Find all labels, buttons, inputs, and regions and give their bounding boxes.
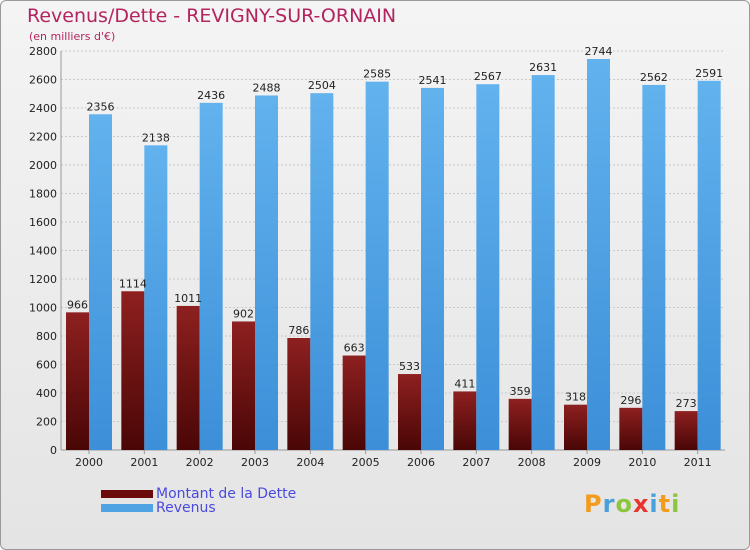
bar-revenus	[642, 84, 666, 450]
logo-letter: t	[658, 490, 672, 518]
y-tick-label: 400	[36, 387, 57, 400]
bar-revenus	[365, 81, 389, 450]
x-tick-label: 2000	[75, 456, 103, 469]
value-label-revenus: 2744	[585, 45, 613, 58]
y-tick-label: 1000	[29, 302, 57, 315]
chart-title: Revenus/Dette - REVIGNY-SUR-ORNAIN	[27, 5, 397, 27]
proxiti-logo: Proxiti	[584, 490, 680, 518]
bar-debt	[176, 305, 200, 450]
logo-letter: i	[649, 490, 659, 518]
x-tick-label: 2006	[407, 456, 435, 469]
logo-letter: r	[602, 490, 616, 518]
bar-debt	[619, 407, 643, 450]
value-labels: 966 2356 1114 2138 1011 2436 902 2488 786 2504 663…	[67, 45, 723, 410]
x-tick-label: 2011	[684, 456, 712, 469]
x-tick-label: 2008	[518, 456, 546, 469]
bar-debt	[564, 404, 587, 450]
y-tick-label: 1200	[29, 273, 57, 286]
bar-revenus	[476, 84, 500, 450]
y-tick-label: 2800	[29, 45, 57, 58]
value-label-revenus: 2567	[474, 70, 502, 83]
bar-revenus	[199, 102, 223, 451]
bar-revenus	[531, 75, 555, 451]
value-label-debt: 966	[67, 298, 88, 311]
bar-revenus	[255, 95, 278, 451]
value-label-debt: 533	[399, 360, 420, 373]
x-tick-label: 2007	[462, 456, 490, 469]
bar-revenus	[144, 145, 168, 450]
x-tick-label: 2002	[186, 456, 214, 469]
value-label-revenus: 2504	[308, 79, 336, 92]
bar-debt	[398, 374, 421, 450]
x-tick-label: 2004	[296, 456, 324, 469]
bar-revenus	[697, 80, 721, 450]
value-label-revenus: 2356	[87, 100, 115, 113]
legend-label-debt: Montant de la Dette	[156, 486, 297, 502]
value-label-debt: 1011	[174, 292, 202, 305]
x-tick-label: 2009	[573, 456, 601, 469]
value-label-debt: 273	[676, 397, 697, 410]
bar-revenus	[421, 87, 444, 450]
chart-subtitle: (en milliers d'€)	[29, 30, 116, 43]
y-tick-label: 2600	[29, 74, 57, 87]
bar-debt	[453, 391, 477, 450]
bar-revenus	[89, 114, 112, 451]
value-label-debt: 318	[565, 391, 586, 404]
value-label-debt: 902	[233, 307, 254, 320]
y-tick-label: 1400	[29, 245, 57, 258]
y-tick-label: 1800	[29, 188, 57, 201]
value-label-revenus: 2585	[363, 68, 391, 81]
value-label-debt: 296	[620, 394, 641, 407]
value-label-debt: 663	[344, 342, 365, 355]
value-label-revenus: 2488	[253, 81, 281, 94]
bar-debt	[674, 411, 698, 450]
y-tick-label: 800	[36, 330, 57, 343]
value-label-debt: 359	[510, 385, 531, 398]
bars	[66, 58, 721, 451]
value-label-debt: 1114	[119, 277, 147, 290]
bar-debt	[287, 337, 311, 450]
bar-revenus	[587, 58, 610, 450]
x-tick-label: 2005	[352, 456, 380, 469]
logo-letter: o	[615, 490, 633, 518]
value-label-debt: 786	[288, 324, 309, 337]
bar-debt	[66, 312, 89, 450]
bar-debt	[232, 321, 255, 450]
gridlines	[60, 50, 725, 451]
bar-debt	[508, 398, 532, 450]
x-tick-label: 2003	[241, 456, 269, 469]
value-label-revenus: 2436	[197, 89, 225, 102]
bar-revenus	[310, 93, 334, 451]
value-label-debt: 411	[454, 377, 475, 390]
value-label-revenus: 2591	[695, 67, 723, 80]
logo-letter: i	[671, 490, 681, 518]
y-tick-label: 200	[36, 416, 57, 429]
bar-debt	[121, 291, 145, 450]
y-tick-label: 0	[50, 444, 57, 457]
value-label-revenus: 2541	[419, 74, 447, 87]
logo-letter: x	[632, 490, 650, 518]
legend-swatch-revenus	[101, 504, 153, 512]
x-tick-label: 2001	[130, 456, 158, 469]
bar-debt	[342, 355, 366, 450]
legend-swatch-debt	[101, 490, 153, 498]
value-label-revenus: 2631	[529, 61, 557, 74]
legend-label-revenus: Revenus	[156, 500, 216, 516]
y-tick-label: 600	[36, 359, 57, 372]
value-label-revenus: 2562	[640, 71, 668, 84]
x-axis-ticks: 2000 2001 2002 2003 2004 2005 2006 2007 2008 2009…	[75, 450, 712, 469]
y-tick-label: 1600	[29, 216, 57, 229]
value-label-revenus: 2138	[142, 131, 170, 144]
x-tick-label: 2010	[628, 456, 656, 469]
y-tick-label: 2000	[29, 159, 57, 172]
y-tick-label: 2400	[29, 102, 57, 115]
y-axis-ticks: 0 200 400 600 800 1000 1200 1400 1600 1800 2000 220…	[29, 45, 57, 457]
logo-letter: P	[584, 490, 603, 518]
y-tick-label: 2200	[29, 131, 57, 144]
